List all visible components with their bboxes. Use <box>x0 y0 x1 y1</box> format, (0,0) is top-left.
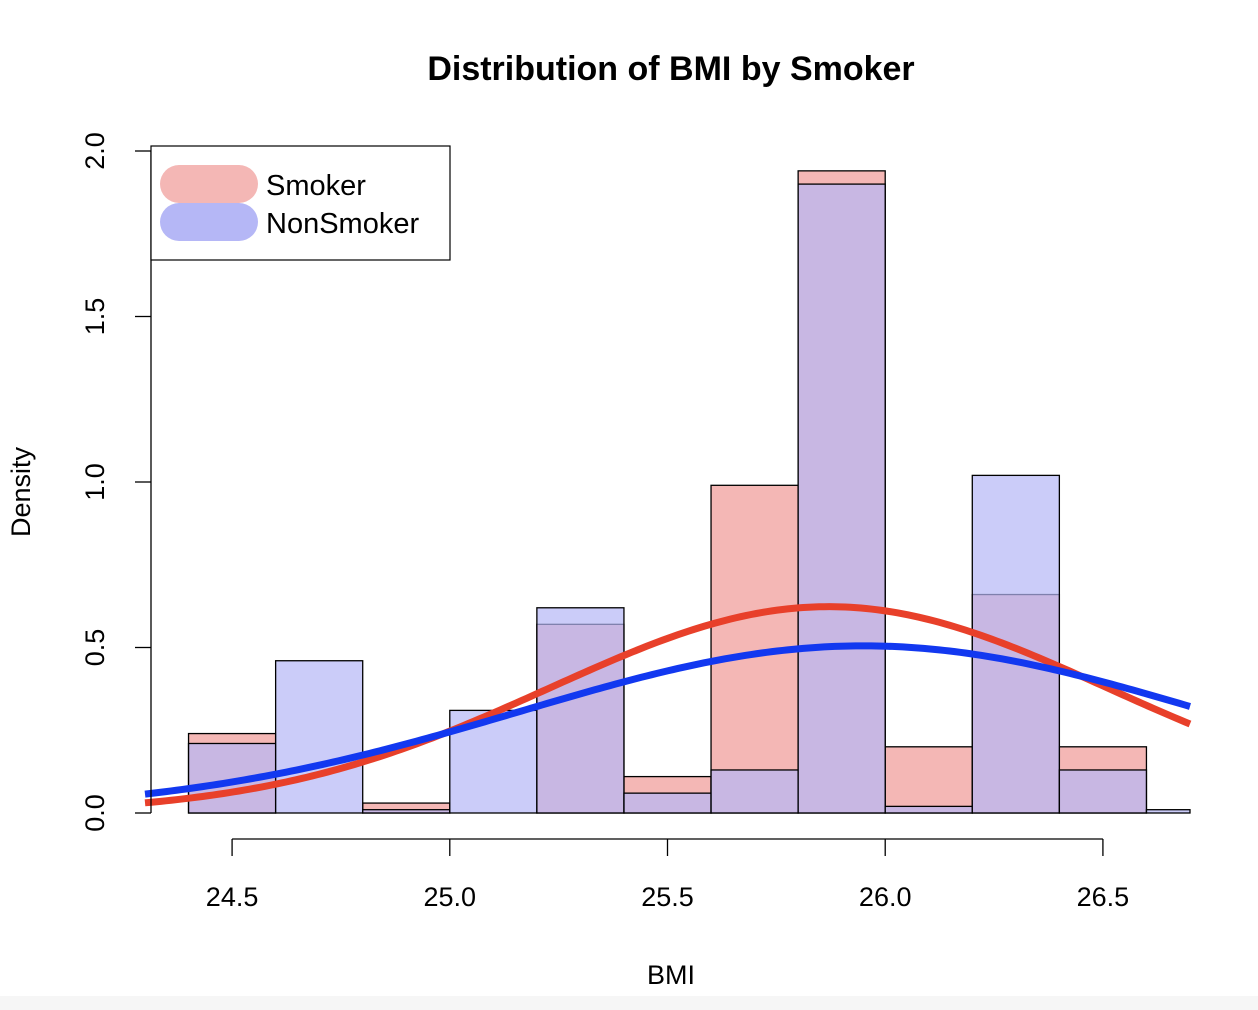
legend-label-smoker: Smoker <box>266 170 366 202</box>
nonsmoker-bar-10 <box>1058 769 1148 814</box>
density-curves <box>144 603 1192 807</box>
nonsmoker-bar-6 <box>710 769 799 814</box>
bottom-strip <box>0 996 1258 1010</box>
nonsmoker-bar-8 <box>884 805 973 814</box>
legend-swatch-nonsmoker <box>160 203 258 241</box>
x-tick-label-3: 26.0 <box>859 882 912 912</box>
nonsmoker-bars <box>187 183 1191 814</box>
nonsmoker-bar-4 <box>536 607 625 814</box>
legend-swatch-smoker <box>160 165 258 203</box>
smoker-bar-8 <box>884 746 973 814</box>
y-tick-label-2: 1.0 <box>80 463 110 501</box>
nonsmoker-bar-5 <box>623 792 712 814</box>
nonsmoker-bar-11 <box>1145 809 1191 814</box>
nonsmoker-bar-1 <box>274 660 364 814</box>
smoker-density-curve <box>144 603 1192 807</box>
x-tick-label-0: 24.5 <box>206 882 259 912</box>
legend-label-nonsmoker: NonSmoker <box>266 208 419 240</box>
nonsmoker-bar-2 <box>362 809 451 814</box>
legend: Smoker NonSmoker <box>150 145 451 261</box>
x-axis: 24.5 25.0 25.5 26.0 26.5 <box>206 838 1130 912</box>
x-tick-label-1: 25.0 <box>424 882 477 912</box>
nonsmoker-bar-7 <box>797 183 886 814</box>
x-axis-title: BMI <box>647 960 695 990</box>
y-tick-label-3: 1.5 <box>80 298 110 336</box>
y-axis: 0.0 0.5 1.0 1.5 2.0 <box>80 132 152 832</box>
chart-title: Distribution of BMI by Smoker <box>427 50 914 88</box>
x-tick-label-2: 25.5 <box>641 882 694 912</box>
y-tick-label-4: 2.0 <box>80 132 110 170</box>
nonsmoker-bar-9 <box>971 474 1061 814</box>
nonsmoker-density-curve <box>144 642 1191 798</box>
x-tick-label-4: 26.5 <box>1077 882 1130 912</box>
y-tick-label-0: 0.0 <box>80 794 110 832</box>
y-tick-label-1: 0.5 <box>80 629 110 667</box>
y-axis-title: Density <box>6 446 36 537</box>
